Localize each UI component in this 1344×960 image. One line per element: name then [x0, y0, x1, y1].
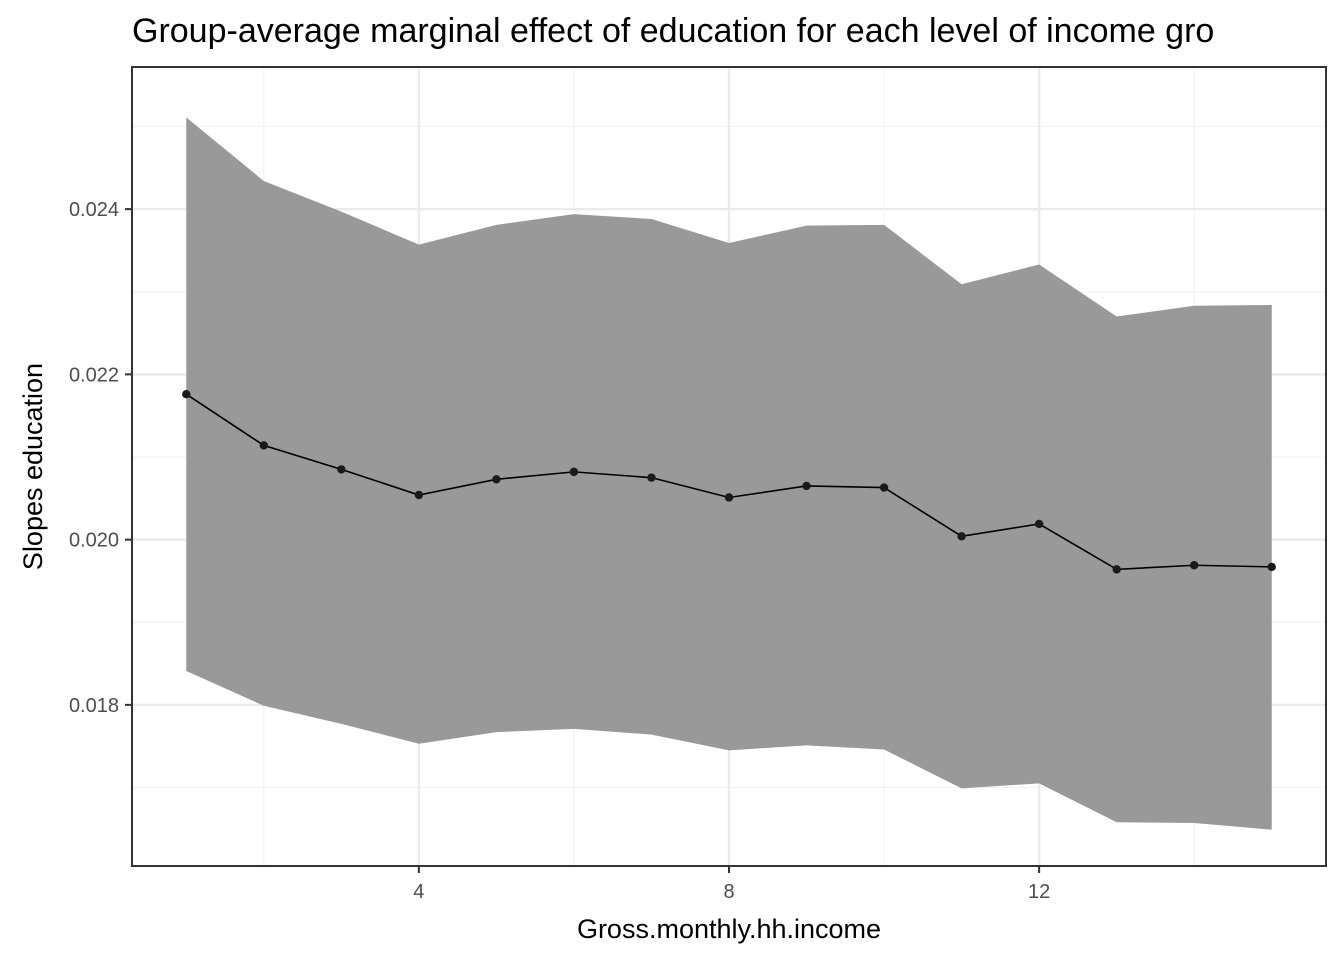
data-point: [182, 390, 191, 399]
y-axis-title: Slopes education: [18, 363, 48, 570]
data-point: [802, 481, 811, 491]
y-tick-label: 0.024: [69, 199, 119, 221]
confidence-ribbon: [186, 117, 1272, 830]
data-point: [724, 493, 734, 502]
x-axis-title: Gross.monthly.hh.income: [577, 914, 881, 944]
x-tick-label: 12: [1028, 881, 1050, 903]
chart-title: Group-average marginal effect of educati…: [132, 12, 1215, 50]
data-point: [414, 490, 424, 500]
data-point: [569, 467, 579, 477]
data-point: [1034, 519, 1044, 529]
data-point: [647, 473, 656, 482]
y-tick-label: 0.022: [69, 364, 119, 386]
data-point: [492, 475, 501, 484]
data-point: [1267, 562, 1276, 572]
data-point: [337, 465, 346, 474]
x-tick-label: 4: [413, 881, 424, 903]
x-tick-label: 8: [723, 881, 734, 903]
data-point: [957, 532, 966, 541]
axes: 4 8 12 0.018 0.020 0.022 0.024: [69, 199, 1050, 903]
data-points: [182, 390, 1276, 574]
data-point: [1189, 561, 1199, 570]
data-point: [259, 441, 269, 450]
y-tick-label: 0.020: [69, 530, 119, 552]
data-point: [1112, 565, 1121, 574]
y-tick-label: 0.018: [69, 695, 119, 717]
data-point: [879, 483, 889, 492]
